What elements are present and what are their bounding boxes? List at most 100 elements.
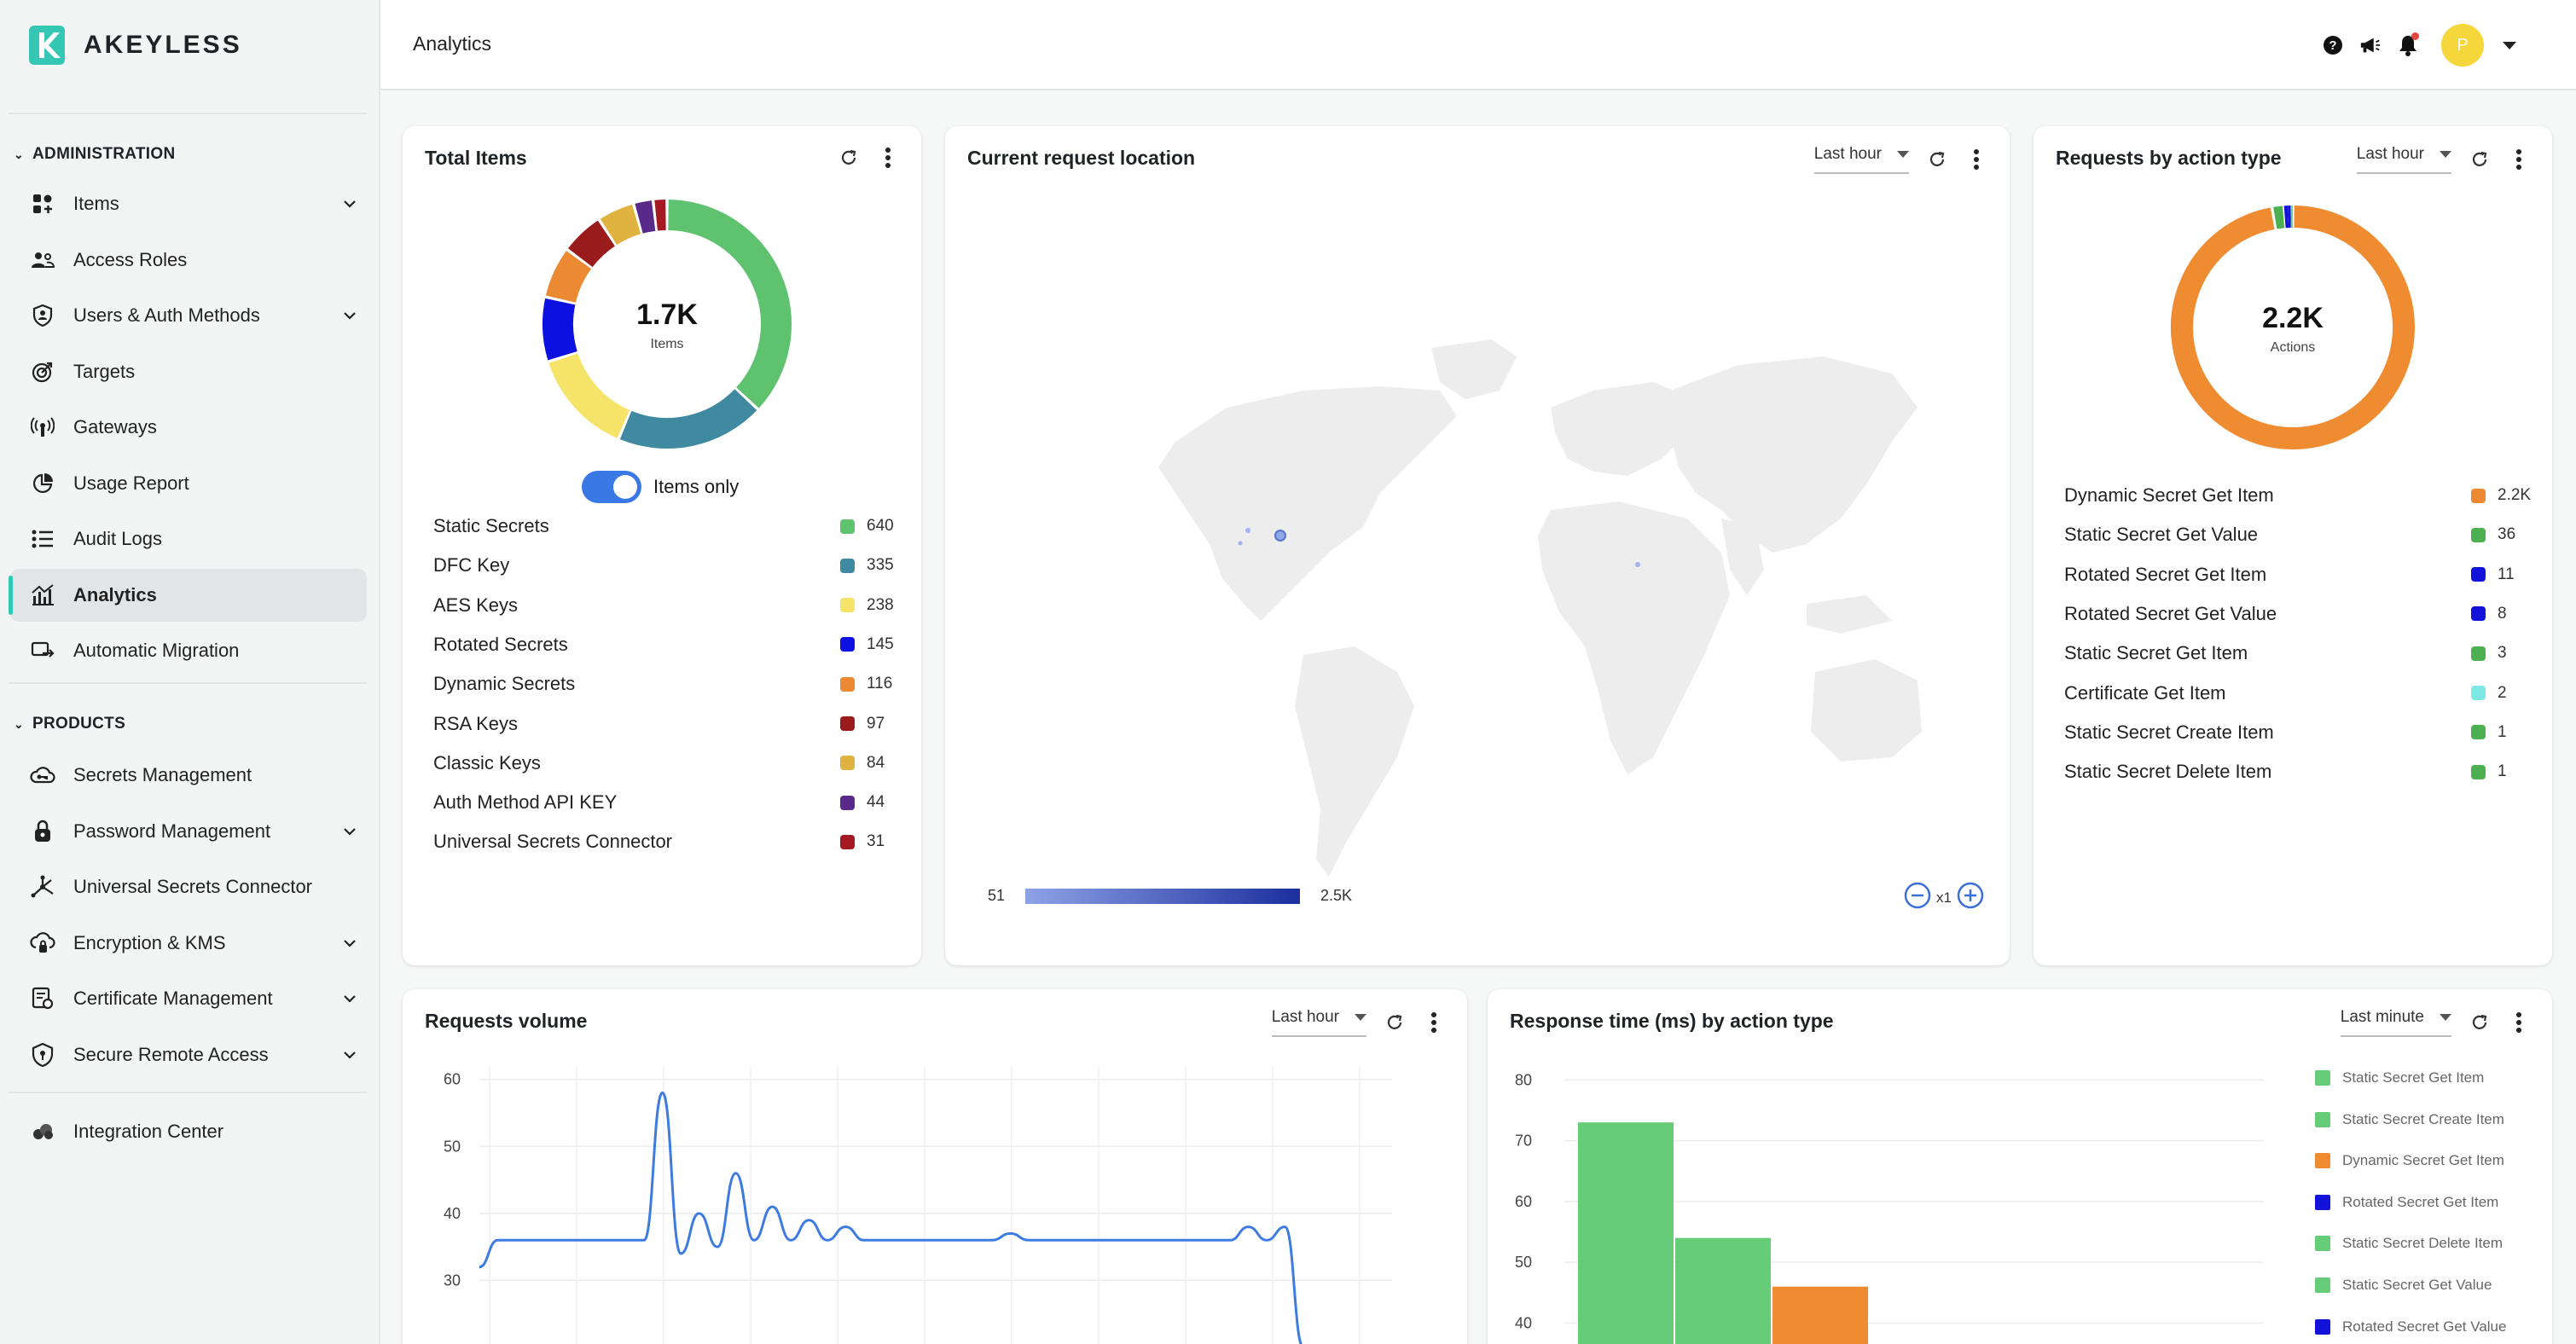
- legend-row[interactable]: RSA Keys 97: [433, 713, 901, 735]
- legend-row[interactable]: Rotated Secret Get Value 8: [2064, 603, 2532, 625]
- legend-row[interactable]: Static Secret Get Item 3: [2064, 642, 2532, 664]
- donut-slice[interactable]: [2171, 206, 2415, 449]
- sidebar-item-label: Certificate Management: [73, 988, 273, 1009]
- megaphone-icon[interactable]: [2359, 34, 2382, 56]
- more-vert-icon[interactable]: [2508, 1010, 2530, 1035]
- time-range-select[interactable]: Last minute: [2340, 1008, 2451, 1037]
- bar[interactable]: [1675, 1237, 1771, 1344]
- legend-row[interactable]: Static Secrets 640: [433, 515, 901, 537]
- zoom-out-icon[interactable]: [1904, 882, 1931, 913]
- request-point[interactable]: [1635, 562, 1640, 567]
- chevron-down-icon[interactable]: [333, 827, 367, 836]
- request-point[interactable]: [1274, 530, 1286, 542]
- legend-row[interactable]: Rotated Secrets 145: [433, 634, 901, 656]
- refresh-icon[interactable]: [1926, 147, 1948, 172]
- more-vert-icon[interactable]: [877, 145, 899, 171]
- sidebar-item-access-roles[interactable]: Access Roles: [10, 234, 367, 287]
- donut-slice[interactable]: [654, 200, 666, 231]
- sidebar-item-universal-secrets-connector[interactable]: Universal Secrets Connector: [10, 860, 367, 913]
- legend-row[interactable]: Certificate Get Item 2: [2064, 682, 2532, 704]
- legend-item[interactable]: Static Secret Create Item: [2315, 1111, 2504, 1128]
- items-only-toggle[interactable]: Items only: [582, 471, 739, 503]
- help-icon[interactable]: ?: [2322, 34, 2344, 56]
- donut-slice[interactable]: [667, 200, 792, 408]
- legend-label: Static Secrets: [433, 515, 549, 536]
- legend-row[interactable]: Static Secret Get Value 36: [2064, 524, 2532, 546]
- section-administration[interactable]: ⌄ ADMINISTRATION: [14, 145, 175, 164]
- donut-slice[interactable]: [619, 388, 757, 449]
- south-america-shape: [1295, 646, 1414, 877]
- sidebar-item-users-auth-methods[interactable]: Users & Auth Methods: [10, 289, 367, 342]
- refresh-icon[interactable]: [2469, 1010, 2491, 1035]
- legend-row[interactable]: DFC Key 335: [433, 554, 901, 576]
- notifications-bell-icon[interactable]: [2397, 32, 2419, 56]
- donut-slice[interactable]: [542, 298, 577, 361]
- brand-logo[interactable]: AKEYLESS: [29, 26, 242, 65]
- donut-slice[interactable]: [545, 251, 592, 304]
- legend-row[interactable]: Dynamic Secret Get Item 2.2K: [2064, 484, 2532, 507]
- sidebar-item-label: Secure Remote Access: [73, 1043, 269, 1065]
- sidebar-item-encryption-kms[interactable]: Encryption & KMS: [10, 917, 367, 970]
- more-vert-icon[interactable]: [1423, 1010, 1445, 1035]
- legend-row[interactable]: AES Keys 238: [433, 594, 901, 617]
- legend-row[interactable]: Static Secret Delete Item 1: [2064, 761, 2532, 783]
- legend-item[interactable]: Static Secret Get Value: [2315, 1277, 2492, 1294]
- card-title: Requests volume: [425, 1010, 588, 1032]
- donut-slice[interactable]: [548, 352, 630, 438]
- donut-slice[interactable]: [568, 220, 616, 268]
- sidebar-item-usage-report[interactable]: Usage Report: [10, 457, 367, 510]
- analytics-icon: [29, 582, 56, 609]
- world-map[interactable]: [1073, 297, 1926, 911]
- refresh-icon[interactable]: [838, 145, 860, 171]
- zoom-in-icon[interactable]: [1957, 882, 1984, 913]
- legend-row[interactable]: Auth Method API KEY 44: [433, 791, 901, 814]
- sidebar-item-automatic-migration[interactable]: Automatic Migration: [10, 624, 367, 677]
- donut-slice[interactable]: [600, 204, 641, 246]
- legend-item[interactable]: Rotated Secret Get Value: [2315, 1318, 2506, 1335]
- sidebar-item-password-management[interactable]: Password Management: [10, 805, 367, 858]
- bar[interactable]: [1772, 1286, 1868, 1344]
- refresh-icon[interactable]: [2469, 147, 2491, 172]
- time-range-select[interactable]: Last hour: [1813, 145, 1909, 174]
- chevron-down-icon[interactable]: [333, 939, 367, 947]
- sidebar-item-audit-logs[interactable]: Audit Logs: [10, 513, 367, 565]
- sidebar-item-secure-remote-access[interactable]: Secure Remote Access: [10, 1028, 367, 1081]
- request-point[interactable]: [1238, 541, 1243, 546]
- sidebar-item-items[interactable]: Items: [10, 177, 367, 230]
- sidebar-item-analytics[interactable]: Analytics: [9, 568, 367, 622]
- sidebar-item-certificate-management[interactable]: Certificate Management: [10, 972, 367, 1025]
- sidebar-item-integration-center[interactable]: Integration Center: [10, 1105, 367, 1158]
- section-products[interactable]: ⌄ PRODUCTS: [14, 715, 125, 733]
- chevron-down-icon[interactable]: [333, 1051, 367, 1059]
- sidebar-item-gateways[interactable]: Gateways: [10, 401, 367, 454]
- legend-item[interactable]: Static Secret Delete Item: [2315, 1235, 2503, 1252]
- chevron-down-icon[interactable]: [333, 994, 367, 1003]
- time-range-select[interactable]: Last hour: [1271, 1008, 1366, 1037]
- indonesia-shape: [1807, 595, 1892, 634]
- more-vert-icon[interactable]: [1965, 147, 1987, 172]
- chevron-down-icon[interactable]: [333, 311, 367, 320]
- more-vert-icon[interactable]: [2508, 147, 2530, 172]
- user-menu-caret-icon[interactable]: [2503, 41, 2516, 49]
- legend-row[interactable]: Universal Secrets Connector 31: [433, 831, 901, 853]
- donut-slice[interactable]: [635, 200, 656, 234]
- legend-item[interactable]: Rotated Secret Get Item: [2315, 1194, 2498, 1211]
- series-line[interactable]: [479, 1091, 1303, 1344]
- legend-row[interactable]: Dynamic Secrets 116: [433, 673, 901, 695]
- avatar[interactable]: P: [2441, 24, 2484, 67]
- refresh-icon[interactable]: [1384, 1010, 1406, 1035]
- chevron-down-icon[interactable]: [333, 200, 367, 208]
- sidebar-item-targets[interactable]: Targets: [10, 345, 367, 398]
- bar[interactable]: [1578, 1122, 1674, 1344]
- toggle-switch[interactable]: [582, 471, 641, 503]
- donut-center-label: Actions: [2271, 340, 2315, 355]
- legend-item[interactable]: Dynamic Secret Get Item: [2315, 1152, 2504, 1169]
- legend-row[interactable]: Rotated Secret Get Item 11: [2064, 564, 2532, 586]
- legend-row[interactable]: Classic Keys 84: [433, 752, 901, 774]
- sidebar-item-secrets-management[interactable]: Secrets Management: [10, 749, 367, 802]
- legend-swatch: [2315, 1070, 2330, 1086]
- time-range-select[interactable]: Last hour: [2356, 145, 2451, 174]
- request-point[interactable]: [1245, 528, 1250, 533]
- legend-item[interactable]: Static Secret Get Item: [2315, 1069, 2484, 1086]
- legend-row[interactable]: Static Secret Create Item 1: [2064, 721, 2532, 744]
